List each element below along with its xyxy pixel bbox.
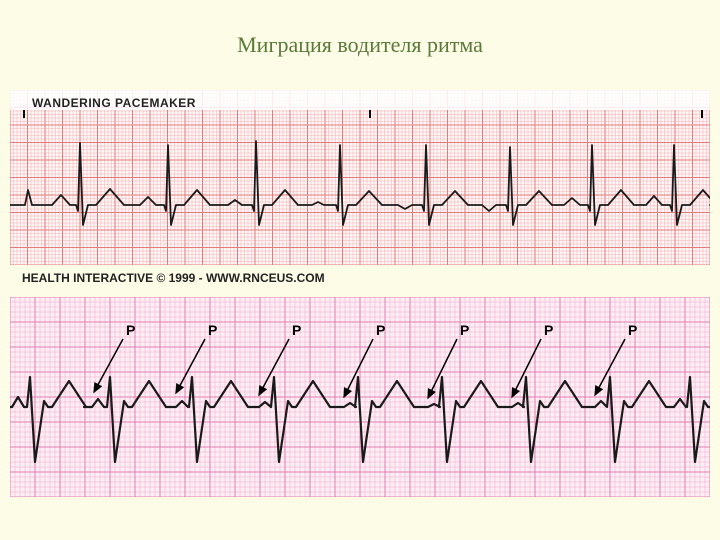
slide-title: Миграция водителя ритма	[237, 32, 483, 58]
svg-text:P: P	[126, 322, 135, 338]
copyright-text: HEALTH INTERACTIVE © 1999 - WWW.RNCEUS.C…	[22, 271, 720, 285]
ecg-strip-1-label: WANDERING PACEMAKER	[32, 96, 196, 110]
svg-text:P: P	[292, 322, 301, 338]
svg-text:P: P	[460, 322, 469, 338]
ecg-strip-1: WANDERING PACEMAKER	[10, 90, 710, 265]
svg-text:P: P	[208, 322, 217, 338]
svg-text:P: P	[628, 322, 637, 338]
ecg-strip-1-svg	[10, 90, 710, 265]
ecg-strip-2: PPPPPPP	[10, 297, 710, 497]
svg-text:P: P	[544, 322, 553, 338]
slide-page: Миграция водителя ритма WANDERING PACEMA…	[0, 0, 720, 540]
svg-text:P: P	[376, 322, 385, 338]
title-area: Миграция водителя ритма	[0, 0, 720, 90]
ecg-strip-2-svg: PPPPPPP	[10, 297, 710, 497]
